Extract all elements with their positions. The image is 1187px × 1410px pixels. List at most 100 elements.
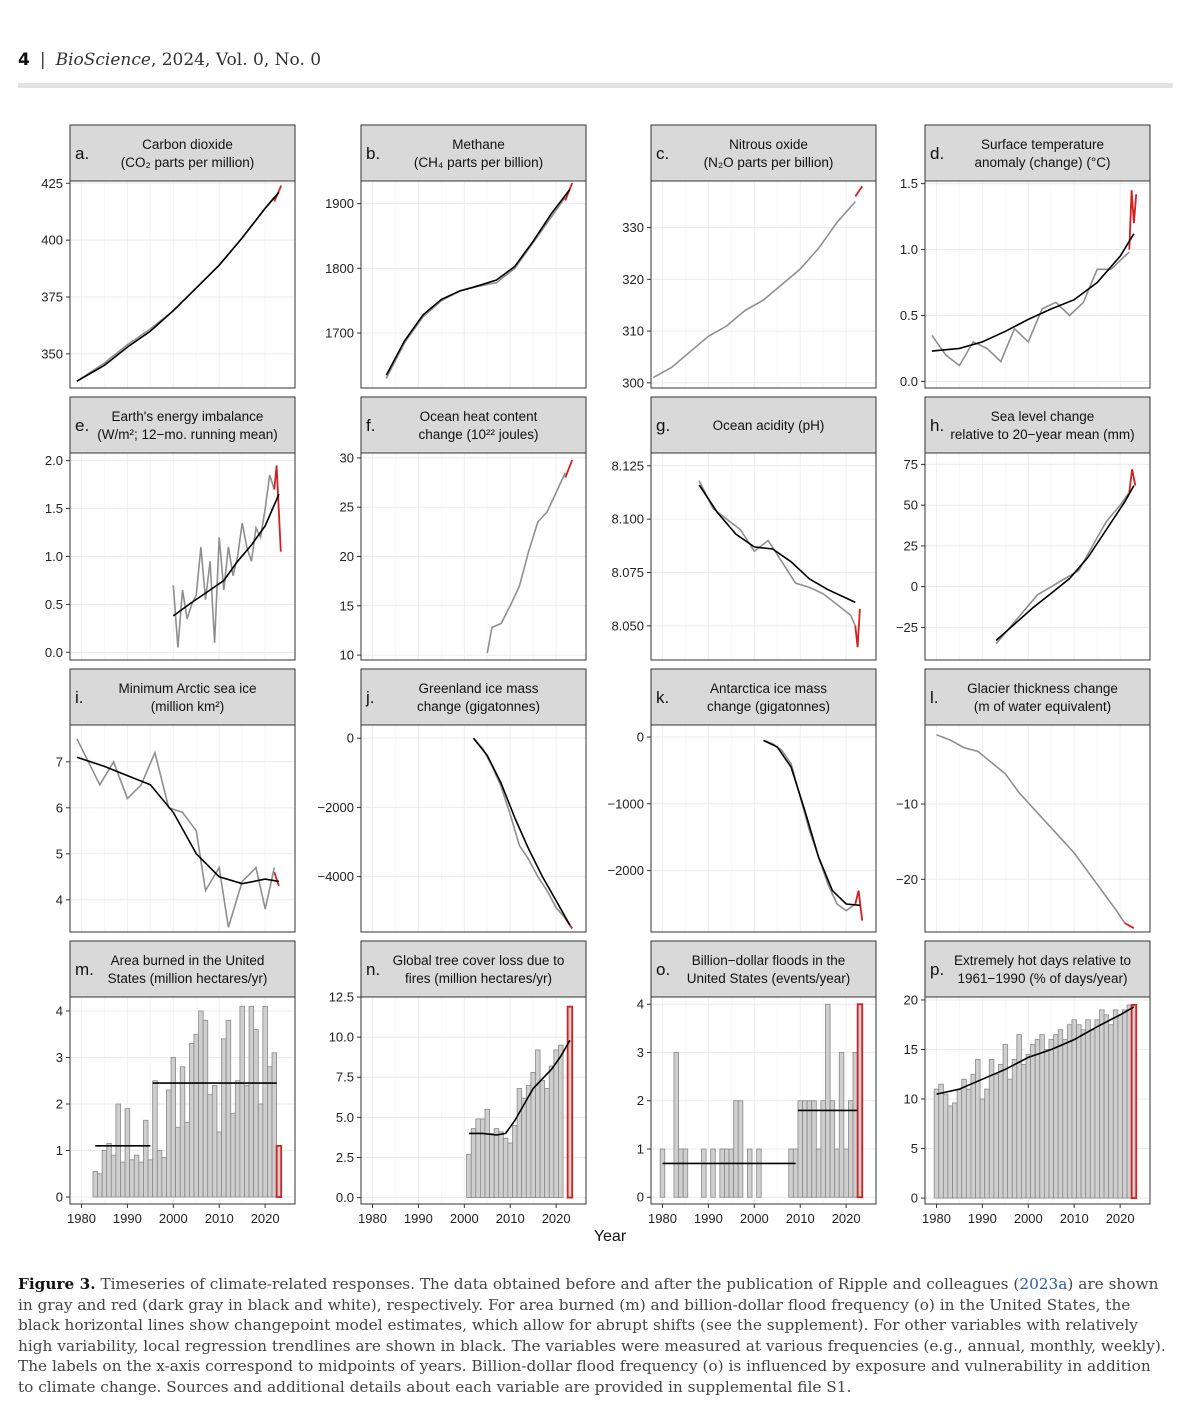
panel-h-strip: [924, 396, 1151, 454]
running-header: 4 | BioScience, 2024, Vol. 0, No. 0: [18, 50, 321, 70]
panel-o-bar: [829, 1100, 836, 1198]
panel-o-bar: [838, 1052, 845, 1198]
panel-n-bar: [516, 1088, 523, 1198]
panel-i-frame: [69, 724, 296, 933]
panel-i-series-after: [273, 871, 280, 887]
panel-m-bar: [221, 1038, 227, 1198]
panel-h-title-line: relative to 20−year mean (mm): [950, 427, 1134, 442]
panel-g-ytick-label: 8.050: [611, 618, 644, 633]
journal-citation: , 2024, Vol. 0, No. 0: [150, 50, 322, 70]
panel-e-ytick-label: 1.0: [45, 549, 63, 564]
panel-m-bar: [211, 1084, 218, 1198]
panel-c-strip: [650, 124, 877, 182]
panel-l-grid: [925, 725, 1150, 932]
panel-o-bar: [682, 1148, 689, 1198]
panel-p-frame: [924, 996, 1151, 1205]
panel-m-bar: [138, 1161, 144, 1198]
panel-o-bar: [678, 1148, 684, 1198]
panel-m-bar: [161, 1157, 167, 1198]
panel-g-grid: [651, 453, 876, 660]
panel-p-bar: [1021, 1063, 1027, 1199]
panel-n-bar: [535, 1049, 541, 1198]
panel-f-grid: [361, 453, 586, 660]
panel-p-bar: [1016, 1034, 1022, 1199]
panel-f-ytick-label: 25: [340, 500, 354, 515]
panel-b-trend: [385, 188, 571, 376]
panel-n-xtick-label: 1990: [404, 1211, 433, 1226]
panel-n-bar: [525, 1084, 532, 1198]
panel-m-bar: [207, 1094, 213, 1198]
panel-l-letter: l.: [930, 688, 939, 707]
panel-m-ytick-label: 0: [56, 1190, 63, 1205]
panel-c-grid: [651, 181, 876, 388]
journal-name: BioScience: [55, 50, 151, 70]
panel-g-ytick-label: 8.125: [611, 458, 644, 473]
panel-n-title-line: fires (million hectares/yr): [405, 971, 552, 986]
panel-m-bar: [147, 1159, 154, 1198]
panel-p-bar: [1011, 1058, 1018, 1199]
panel-p-bar: [1071, 1019, 1077, 1199]
panel-n-bar: [498, 1131, 504, 1198]
panel-d-frame: [924, 180, 1151, 389]
panel-m-bar: [133, 1154, 140, 1198]
panel-m-bar: [262, 1005, 268, 1198]
panel-p-bar: [947, 1105, 953, 1199]
panel-o-bar: [710, 1148, 716, 1198]
panel-m-bar: [175, 1126, 181, 1198]
panel-d-trend: [931, 233, 1135, 352]
panel-d-strip: [924, 124, 1151, 182]
panel-o-bar: [724, 1148, 730, 1198]
panel-p-bar: [1089, 1029, 1096, 1199]
panel-o-bar: [673, 1052, 679, 1198]
panel-o-bar: [701, 1148, 707, 1198]
panel-a: 350 375 400 425 a. Carbon dioxide (CO₂ parts p…: [41, 124, 296, 389]
panel-a-trend: [76, 191, 280, 382]
panel-o-bar: [815, 1148, 822, 1198]
panel-p-bar: [1099, 1009, 1105, 1199]
panel-a-title-line: Carbon dioxide: [142, 137, 233, 152]
panel-n-ytick-label: 2.5: [336, 1150, 354, 1165]
panel-f-ytick-label: 20: [340, 549, 354, 564]
panel-p-bar: [942, 1093, 949, 1199]
panel-m-xtick-label: 2000: [159, 1211, 188, 1226]
panel-p-bar: [1085, 1019, 1091, 1199]
panel-n-ytick-label: 0.0: [336, 1190, 354, 1205]
panel-k-ytick-label: 0: [637, 730, 644, 745]
caption-reference-link[interactable]: 2023a: [1019, 1275, 1068, 1293]
panel-m-bar: [106, 1143, 112, 1198]
panel-a-grid: [70, 181, 295, 388]
panel-m-bar: [124, 1108, 131, 1198]
panel-m-bar: [253, 1029, 259, 1198]
panel-j-plot-area: [361, 725, 586, 932]
panel-i-title-line: Minimum Arctic sea ice: [118, 681, 256, 696]
panel-o-bar: [848, 1100, 854, 1198]
panel-p-letter: p.: [930, 960, 944, 979]
panel-n-xtick-label: 2020: [542, 1211, 571, 1226]
panel-a-ytick-label: 350: [41, 346, 63, 361]
panel-o-bar: [843, 1148, 849, 1198]
panel-o-xtick-label: 1980: [648, 1211, 677, 1226]
panel-k-title-line: Antarctica ice mass: [710, 681, 827, 696]
panel-o-bar: [825, 1003, 831, 1198]
panel-d: 0.0 0.5 1.0 1.5 d. Surface temperature anomaly…: [900, 124, 1151, 389]
panel-c-ytick-label: 300: [622, 375, 644, 390]
panel-p-bar: [1039, 1034, 1045, 1199]
panel-d-grid: [925, 181, 1150, 388]
panel-n-bar: [493, 1128, 500, 1198]
panel-o-bar: [788, 1148, 794, 1198]
panel-m-xtick-label: 2020: [251, 1211, 280, 1226]
panel-k-letter: k.: [656, 688, 669, 707]
panel-n: 0.0 2.5 5.0 7.5 10.0 12.5 n. Global tree cover …: [329, 940, 587, 1226]
panel-m-strip: [69, 940, 296, 998]
panel-n-bar: [489, 1132, 495, 1198]
panel-k-series-after: [854, 890, 864, 921]
panel-p-bar: [1080, 1029, 1087, 1199]
panel-d-title-line: Surface temperature: [981, 137, 1104, 152]
panel-n-bar: [548, 1065, 555, 1198]
panel-k-strip: [650, 668, 877, 726]
panel-m-bar: [239, 1005, 245, 1198]
panel-c-series-before: [652, 201, 856, 379]
panel-o-xtick-label: 1990: [694, 1211, 723, 1226]
panel-o: 0 1 2 3 4 o. Billion−dollar floods in the Unite…: [637, 940, 877, 1226]
panel-p-bar: [984, 1088, 990, 1199]
